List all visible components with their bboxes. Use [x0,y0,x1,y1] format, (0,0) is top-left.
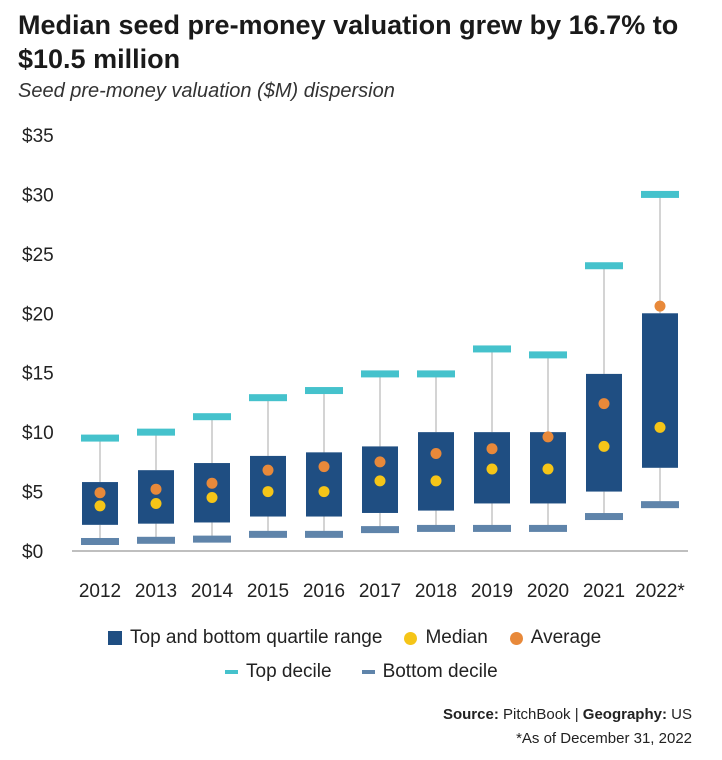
average-dot [598,398,610,410]
top-decile-mark [249,394,287,402]
legend-median-label: Median [425,627,488,648]
top-decile-mark [81,434,119,442]
x-tick-label: 2013 [135,581,177,602]
median-dot [430,475,442,487]
source-value: PitchBook [503,706,571,723]
top-decile-mark [641,190,679,198]
x-tick-label: 2022* [635,581,685,602]
average-dot [262,464,274,476]
top-decile-mark [529,351,567,359]
average-dot [318,461,330,473]
average-dot [654,300,666,312]
x-tick-label: 2015 [247,581,289,602]
x-tick-label: 2020 [527,581,569,602]
bottom-decile-mark [305,530,343,538]
median-dot [374,475,386,487]
median-dot [94,500,106,512]
bottom-decile-mark [585,513,623,521]
legend-item-top-decile: Top decile [225,661,332,683]
footnote: *As of December 31, 2022 [516,730,692,747]
y-tick-label: $20 [22,304,54,325]
average-dot [206,477,218,489]
top-decile-mark [193,413,231,421]
bottom-decile-mark [137,536,175,544]
quartile-box [586,373,622,492]
source-label: Source: [442,706,499,723]
quartile-box [138,470,174,524]
x-tick-label: 2012 [79,581,121,602]
legend-average-swatch [509,631,523,645]
median-dot [262,486,274,498]
bottom-decile-mark [81,537,119,545]
source-separator: | [574,706,579,723]
y-tick-label: $30 [22,185,54,206]
top-decile-mark [585,262,623,270]
quartile-box [418,432,454,511]
legend-median-swatch [404,631,418,645]
average-dot [150,483,162,495]
average-dot [542,431,554,443]
legend-row-1: Top and bottom quartile range Median Ave… [108,627,623,649]
x-tick-label: 2019 [471,581,513,602]
y-tick-label: $25 [22,245,54,266]
bottom-decile-mark [417,524,455,532]
x-tick-label: 2017 [359,581,401,602]
legend-item-median: Median [404,627,488,649]
median-dot [654,421,666,433]
bottom-decile-mark [473,524,511,532]
chart-subtitle: Seed pre-money valuation ($M) dispersion [18,80,395,102]
x-tick-label: 2021 [583,581,625,602]
y-tick-label: $0 [22,542,43,563]
legend-box-label: Top and bottom quartile range [130,627,383,648]
bottom-decile-mark [193,535,231,543]
median-dot [206,492,218,504]
source-line: Source: PitchBook | Geography: US [443,706,692,723]
average-dot [430,448,442,460]
x-tick-label: 2016 [303,581,345,602]
legend-box-swatch [108,631,122,645]
geography-value: US [671,706,692,723]
legend-row-2: Top decile Bottom decile [225,661,520,683]
box-plot-chart: $0 $5 $10 $15 $20 $25 $30 $35 2012 2013 2014 2015 20… [22,126,688,602]
top-decile-mark [473,345,511,353]
y-tick-label: $15 [22,364,54,385]
bottom-decile-mark [641,501,679,509]
y-tick-label: $5 [22,483,43,504]
bottom-decile-mark [361,526,399,534]
top-decile-mark [137,428,175,436]
legend-item-box: Top and bottom quartile range [108,627,382,649]
legend-top-decile-label: Top decile [246,661,332,682]
median-dot [318,486,330,498]
legend-bottom-decile-swatch [361,670,375,674]
x-tick-label: 2014 [191,581,234,602]
average-dot [486,443,498,455]
median-dot [486,463,498,475]
average-dot [374,456,386,468]
average-dot [94,487,106,499]
top-decile-mark [361,370,399,378]
legend-bottom-decile-label: Bottom decile [382,661,498,682]
quartile-box [642,313,678,468]
legend-average-label: Average [530,627,602,648]
legend-item-average: Average [509,627,602,649]
y-tick-label: $10 [22,423,54,444]
median-dot [150,497,162,509]
y-tick-label: $35 [22,126,54,147]
bottom-decile-mark [249,530,287,538]
x-tick-label: 2018 [415,581,457,602]
median-dot [542,463,554,475]
top-decile-mark [305,387,343,395]
legend-top-decile-swatch [225,670,238,674]
chart-title: Median seed pre-money valuation grew by … [18,10,679,74]
legend-item-bottom-decile: Bottom decile [361,661,498,683]
top-decile-mark [417,370,455,378]
median-dot [598,440,610,452]
bottom-decile-mark [529,524,567,532]
geography-label: Geography: [582,706,667,723]
